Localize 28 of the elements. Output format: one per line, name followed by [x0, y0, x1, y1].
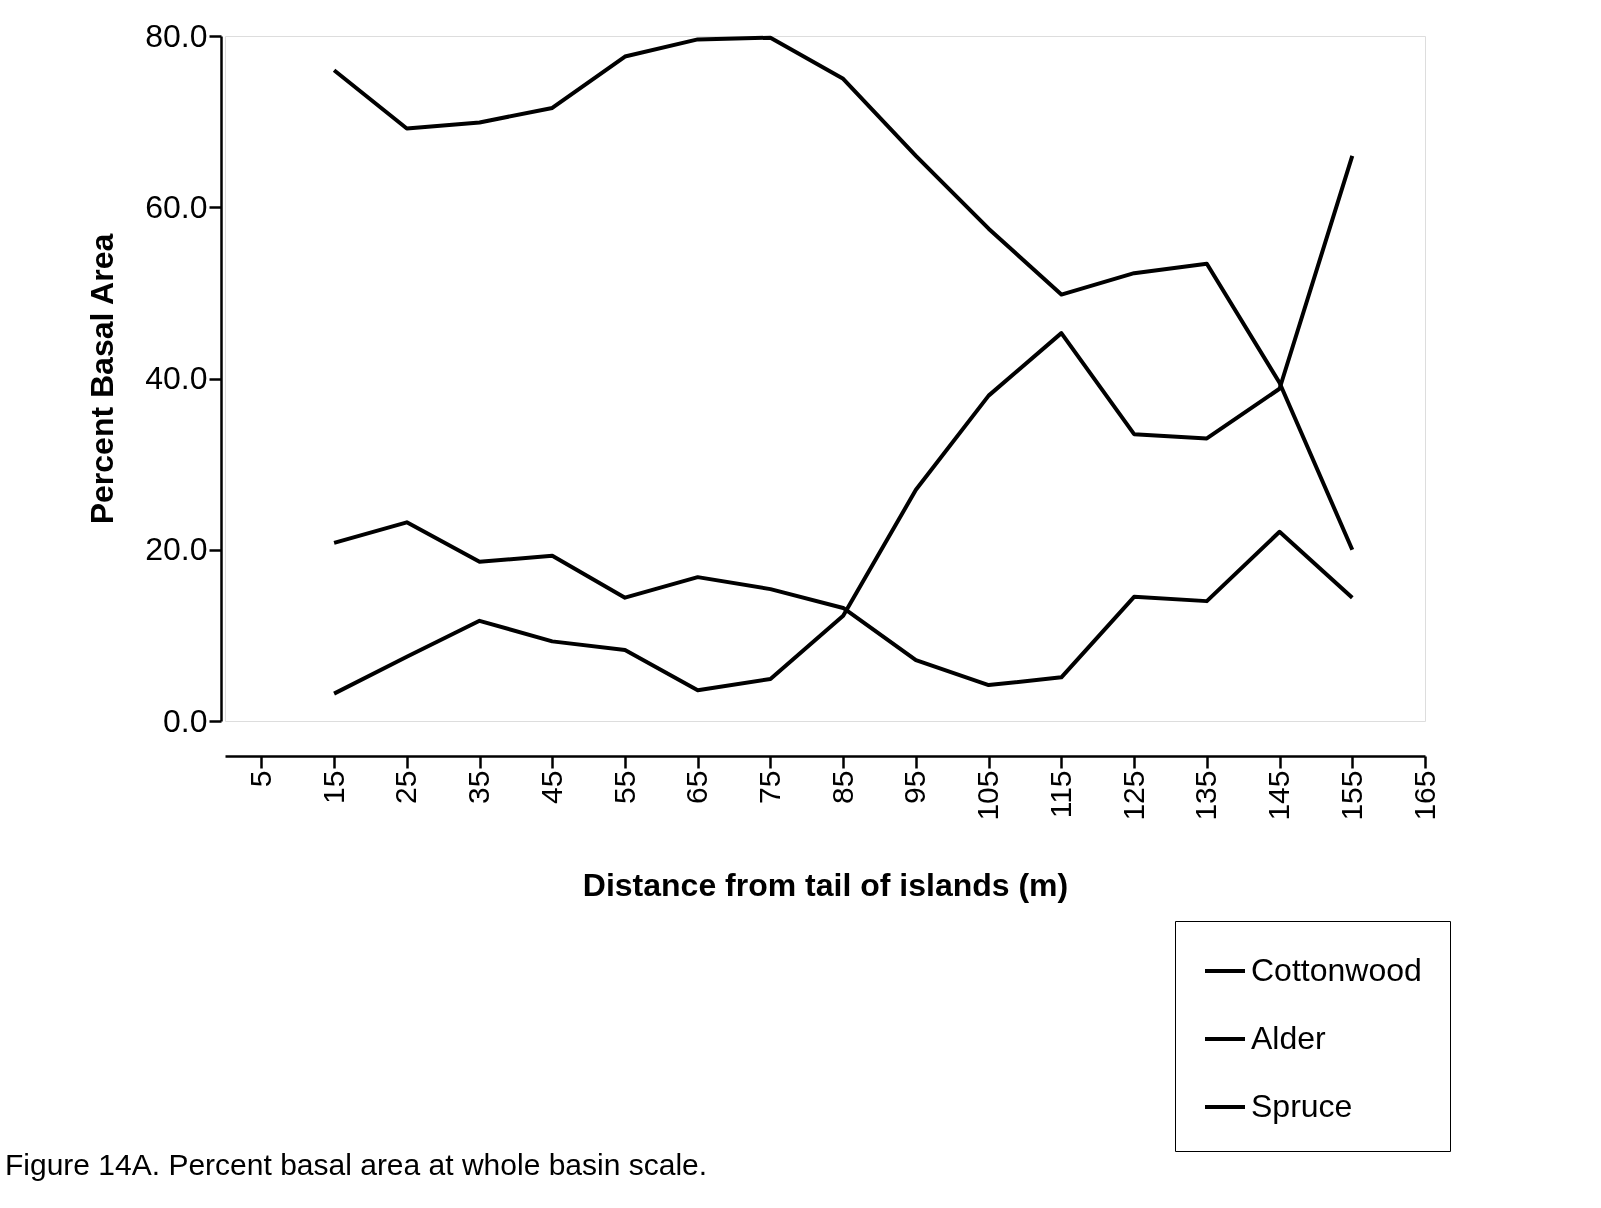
x-tick-label: 135: [1189, 770, 1223, 821]
x-tick-label: 145: [1262, 770, 1296, 821]
x-tick-label: 155: [1334, 770, 1368, 821]
x-tick-label: 5: [243, 770, 277, 788]
y-tick-label: 40.0: [145, 360, 208, 396]
y-tick-label: 80.0: [145, 17, 208, 54]
x-tick-label: 65: [680, 770, 714, 804]
x-tick-label: 115: [1043, 770, 1077, 819]
x-tick-label: 15: [316, 770, 350, 804]
x-tick-label: 165: [1407, 770, 1441, 821]
legend-label: Cottonwood: [1251, 952, 1422, 988]
x-tick-label: 75: [752, 770, 786, 804]
x-tick-label: 55: [607, 770, 641, 804]
x-axis-title: Distance from tail of islands (m): [582, 866, 1069, 903]
x-tick-label: 35: [462, 770, 496, 804]
y-axis-title: Percent Basal Area: [84, 233, 121, 525]
x-tick-label: 45: [534, 770, 568, 804]
x-tick-label: 95: [898, 770, 932, 804]
x-tick-label: 85: [825, 770, 859, 804]
x-tick-label: 25: [389, 770, 423, 804]
y-tick-label: 0.0: [163, 702, 208, 739]
x-tick-label: 105: [971, 770, 1005, 821]
legend-label: Alder: [1251, 1020, 1327, 1056]
y-tick-label: 60.0: [145, 188, 208, 225]
caption: Figure 14A. Percent basal area at whole basin scale.: [5, 1148, 708, 1181]
y-tick-label: 20.0: [145, 531, 208, 568]
x-tick-label: 125: [1116, 770, 1150, 821]
legend-label: Spruce: [1251, 1088, 1353, 1124]
